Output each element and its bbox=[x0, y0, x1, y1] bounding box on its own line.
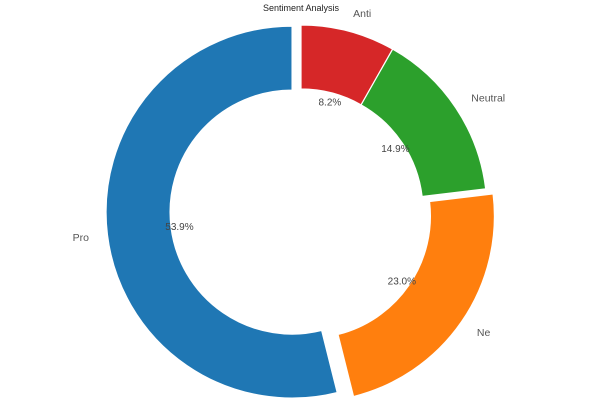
category-label-neutral: Neutral bbox=[471, 93, 505, 105]
percentage-labels: 8.2% 14.9% 23.0% 53.9% bbox=[165, 97, 416, 287]
category-label-pro: Pro bbox=[73, 232, 90, 244]
percentage-label-anti: 8.2% bbox=[319, 97, 342, 108]
percentage-label-neutral: 14.9% bbox=[381, 144, 409, 155]
percentage-label-pro: 53.9% bbox=[165, 222, 193, 233]
chart-title: Sentiment Analysis bbox=[263, 3, 340, 13]
slice-ne bbox=[337, 193, 496, 398]
slice-pro bbox=[105, 25, 338, 399]
percentage-label-ne: 23.0% bbox=[388, 276, 416, 287]
category-labels: Anti Neutral Ne Pro bbox=[73, 8, 506, 339]
category-label-anti: Anti bbox=[353, 8, 371, 20]
slice-neutral bbox=[360, 48, 487, 198]
donut-slices bbox=[105, 24, 496, 399]
category-label-ne: Ne bbox=[477, 327, 491, 339]
